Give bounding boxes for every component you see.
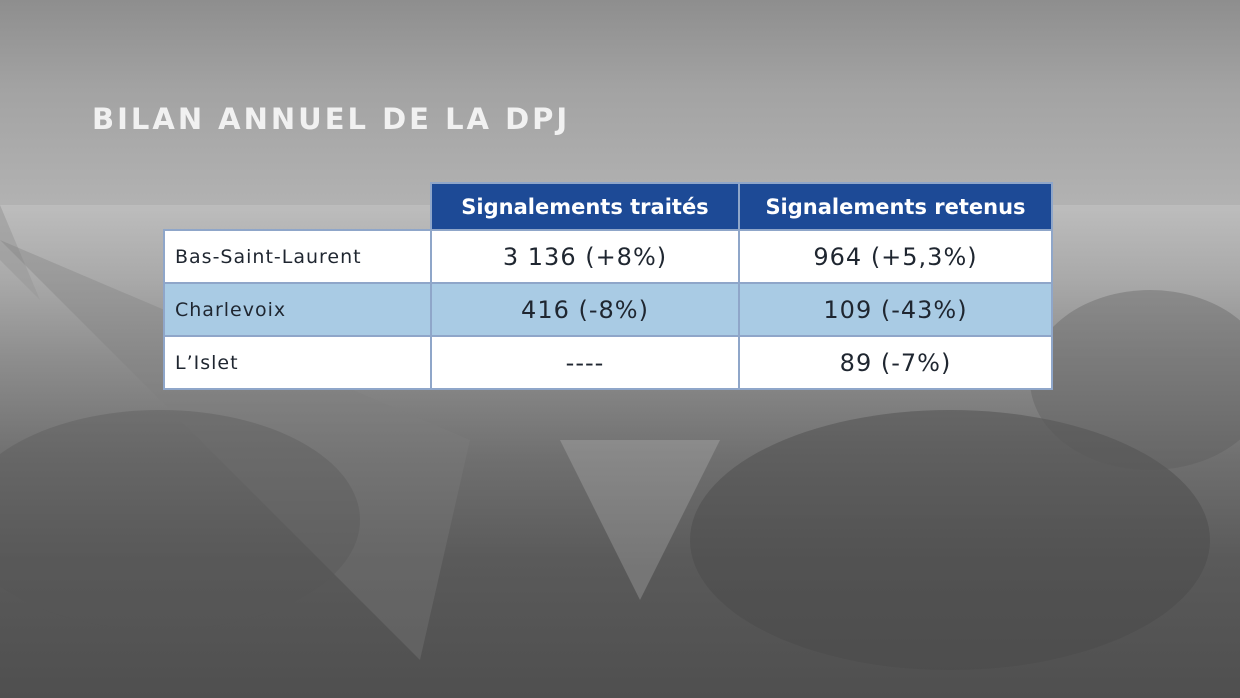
region-cell: L’Islet xyxy=(163,335,432,390)
background-shape xyxy=(0,410,360,630)
retenus-cell: 89 (-7%) xyxy=(738,335,1053,390)
table-corner-cell xyxy=(164,183,431,230)
traites-cell: 3 136 (+8%) xyxy=(430,229,740,284)
background-shape xyxy=(560,440,720,600)
table-header-row: Signalements traités Signalements retenu… xyxy=(164,182,1053,231)
background-shape xyxy=(1030,290,1240,470)
column-header-retenus: Signalements retenus xyxy=(738,182,1053,231)
background-top-band xyxy=(0,0,1240,205)
traites-cell: ---- xyxy=(430,335,740,390)
region-cell: Bas-Saint-Laurent xyxy=(163,229,432,284)
table-row: Charlevoix 416 (-8%) 109 (-43%) xyxy=(163,282,1053,337)
traites-cell: 416 (-8%) xyxy=(430,282,740,337)
region-cell: Charlevoix xyxy=(163,282,432,337)
background-shape xyxy=(0,205,40,300)
background-shape xyxy=(690,410,1210,670)
table-row: Bas-Saint-Laurent 3 136 (+8%) 964 (+5,3%… xyxy=(163,229,1053,284)
dpj-table: Signalements traités Signalements retenu… xyxy=(163,182,1053,390)
table-row: L’Islet ---- 89 (-7%) xyxy=(163,335,1053,390)
column-header-traites: Signalements traités xyxy=(430,182,740,231)
retenus-cell: 109 (-43%) xyxy=(738,282,1053,337)
page-title: BILAN ANNUEL DE LA DPJ xyxy=(92,102,571,136)
retenus-cell: 964 (+5,3%) xyxy=(738,229,1053,284)
background-shape xyxy=(0,240,470,660)
